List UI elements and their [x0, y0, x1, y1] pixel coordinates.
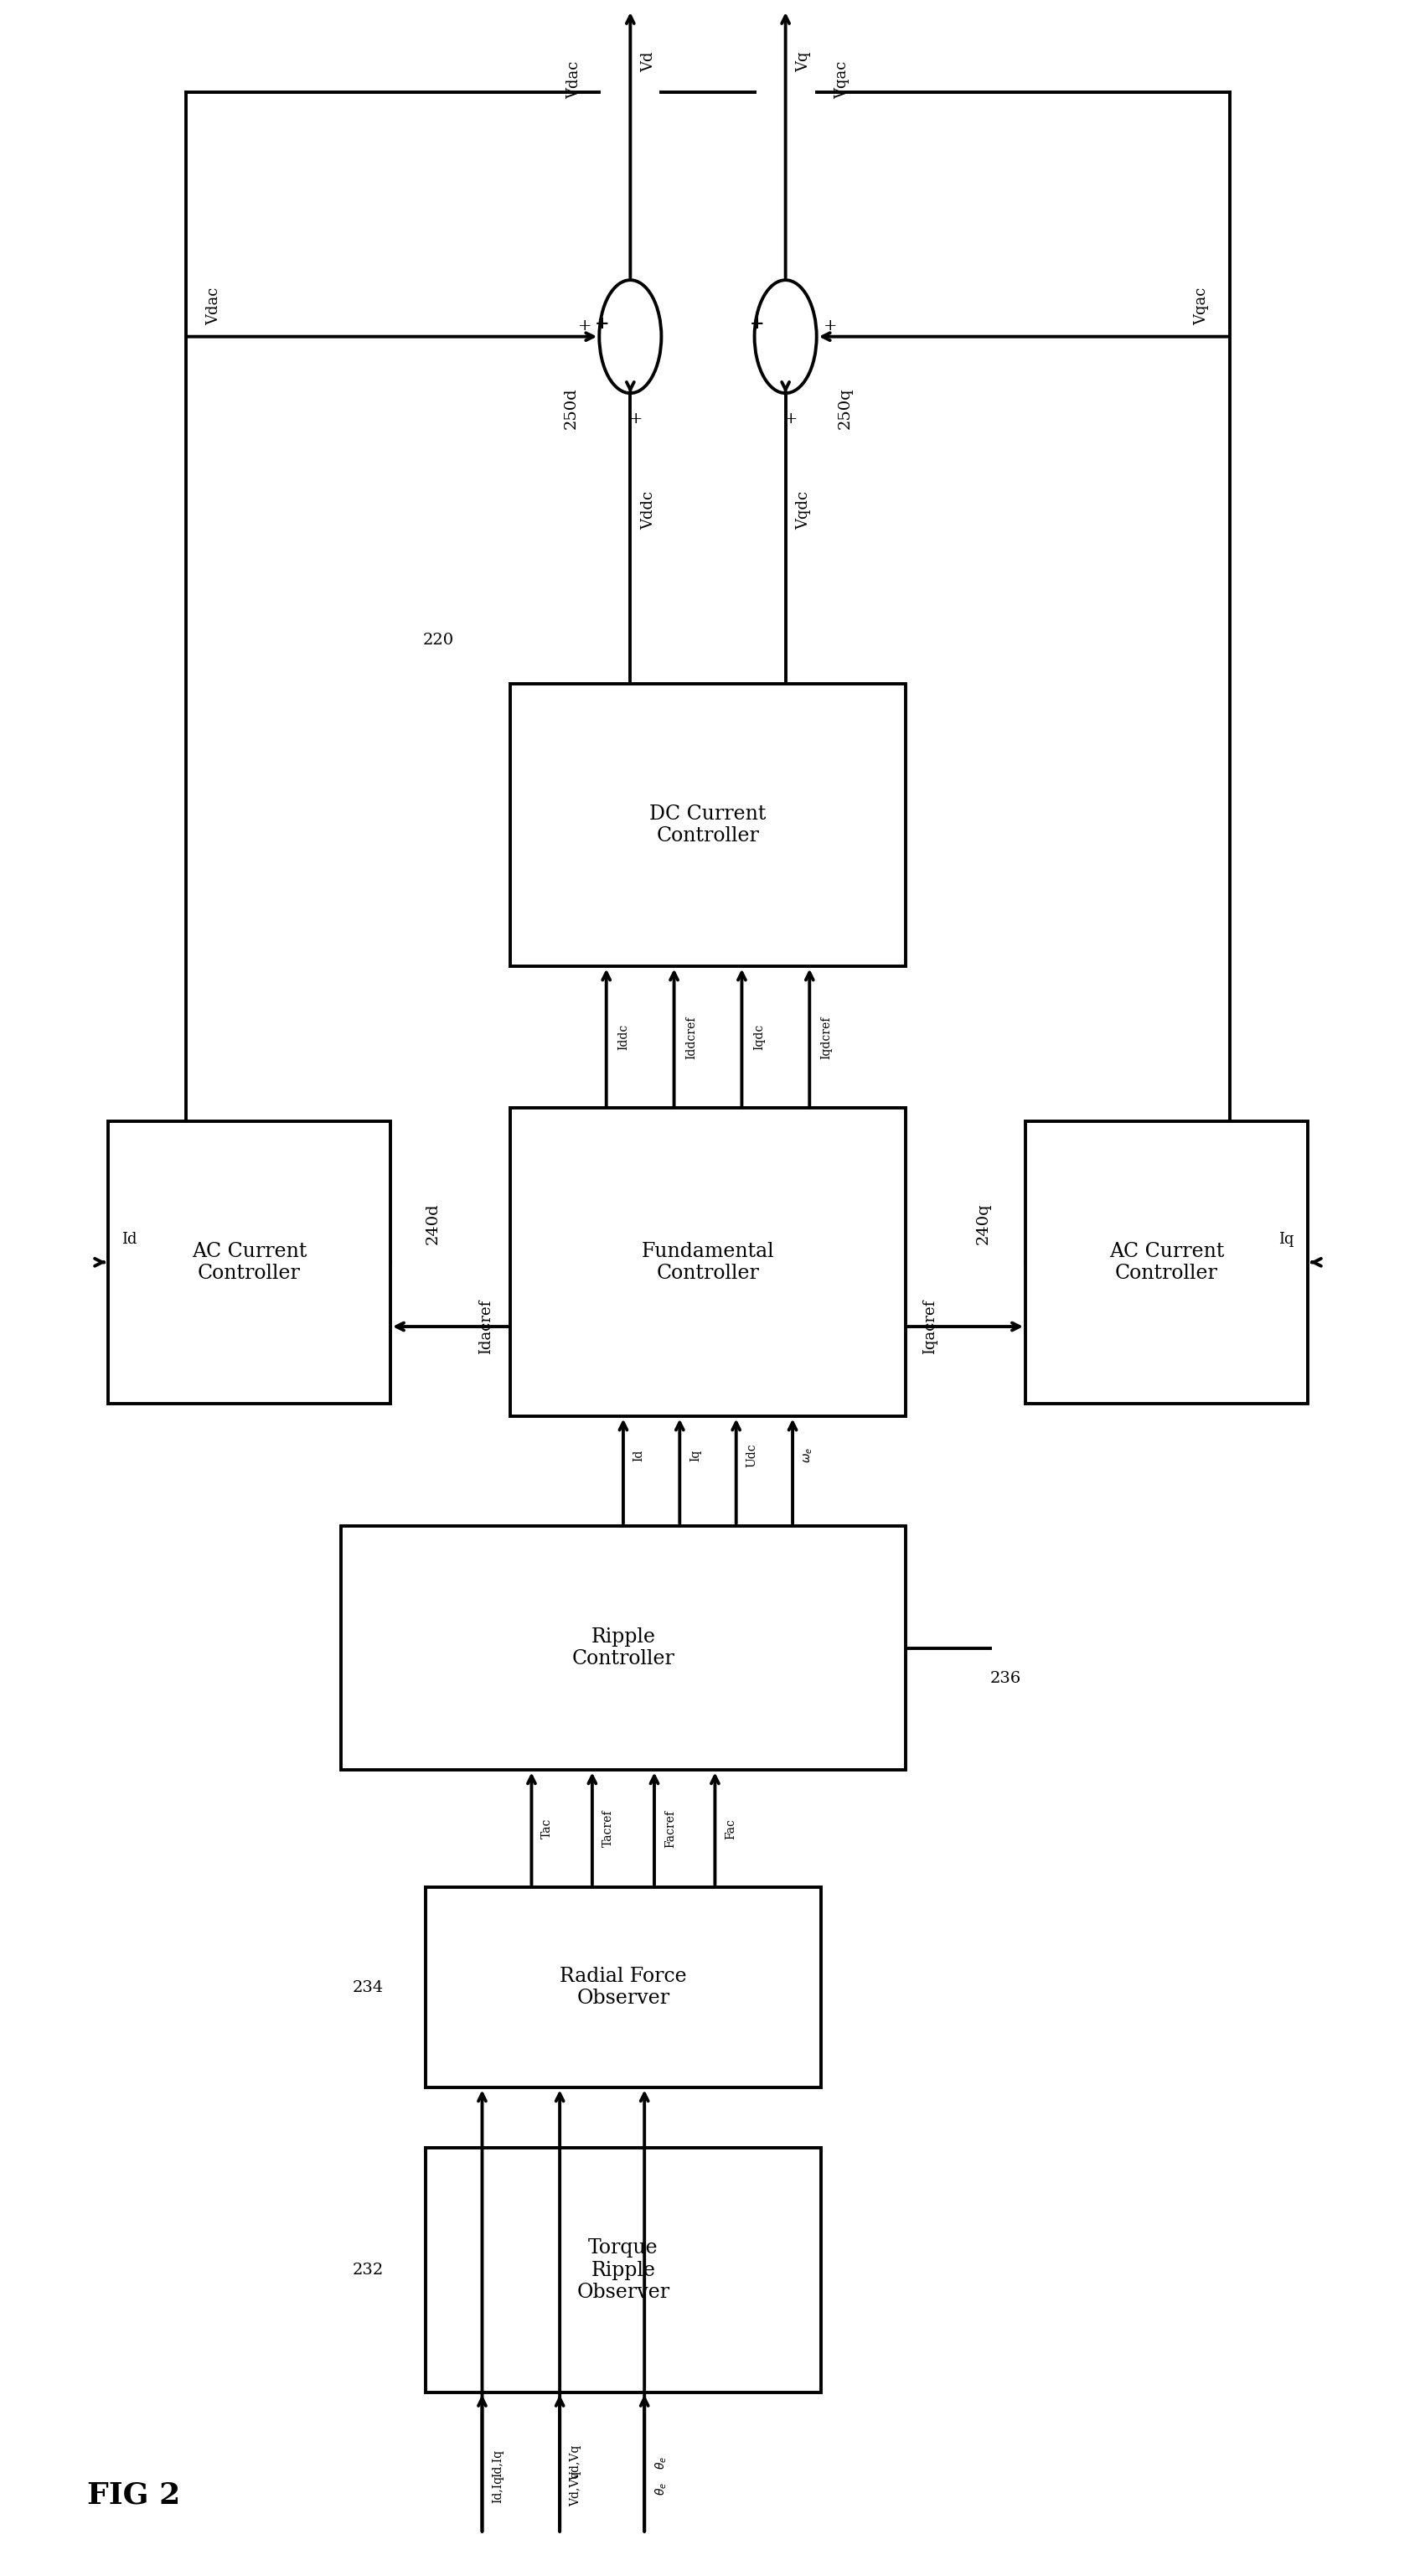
Text: +: +	[750, 314, 764, 332]
Text: Radial Force
Observer: Radial Force Observer	[559, 1965, 686, 2009]
Circle shape	[599, 281, 661, 394]
Text: Iqdcref: Iqdcref	[821, 1015, 832, 1059]
Text: Vqac: Vqac	[833, 59, 849, 98]
Text: Id,Iq: Id,Iq	[492, 2450, 504, 2478]
Text: 234: 234	[352, 1981, 383, 1994]
Text: Vdac: Vdac	[207, 286, 221, 325]
Text: Id,Iq: Id,Iq	[492, 2476, 504, 2504]
Text: Vq: Vq	[795, 52, 811, 72]
Text: Vd,Vq: Vd,Vq	[569, 2445, 582, 2481]
Text: 250d: 250d	[563, 389, 579, 430]
Text: Vqdc: Vqdc	[795, 492, 811, 531]
Text: +: +	[824, 319, 838, 335]
Text: Fundamental
Controller: Fundamental Controller	[641, 1242, 774, 1283]
Text: 250q: 250q	[836, 389, 852, 430]
Text: Iqacref: Iqacref	[923, 1298, 937, 1355]
Text: Iqdc: Iqdc	[753, 1025, 764, 1051]
Text: +: +	[577, 319, 591, 335]
Text: AC Current
Controller: AC Current Controller	[191, 1242, 307, 1283]
Text: FIG 2: FIG 2	[86, 2481, 180, 2509]
Bar	[108, 1121, 391, 1404]
Text: AC Current
Controller: AC Current Controller	[1108, 1242, 1224, 1283]
Bar	[509, 683, 906, 966]
Text: +: +	[628, 412, 642, 428]
Circle shape	[754, 281, 816, 394]
Text: Vdac: Vdac	[566, 59, 582, 98]
Text: Iq: Iq	[689, 1450, 700, 1461]
Text: Vqac: Vqac	[1194, 286, 1208, 325]
Text: Facref: Facref	[664, 1811, 675, 1847]
Text: Ripple
Controller: Ripple Controller	[572, 1628, 675, 1669]
Text: 240d: 240d	[424, 1203, 440, 1244]
Text: 236: 236	[989, 1672, 1020, 1687]
Text: Vd: Vd	[641, 52, 655, 72]
Text: DC Current
Controller: DC Current Controller	[649, 804, 766, 845]
Text: Tacref: Tacref	[601, 1811, 614, 1847]
Text: Torque
Ripple
Observer: Torque Ripple Observer	[576, 2239, 669, 2303]
Text: 220: 220	[423, 634, 454, 647]
Text: Id: Id	[633, 1450, 644, 1461]
Text: Idacref: Idacref	[478, 1298, 492, 1355]
Bar	[426, 2148, 821, 2393]
Text: +: +	[594, 314, 608, 332]
Text: Id: Id	[122, 1231, 137, 1247]
Bar	[426, 1888, 821, 2087]
Text: Tac: Tac	[541, 1819, 553, 1839]
Text: +: +	[784, 412, 798, 428]
Text: $\theta_e$: $\theta_e$	[654, 2483, 668, 2496]
Text: $\theta_e$: $\theta_e$	[654, 2458, 668, 2470]
Text: 240q: 240q	[975, 1203, 990, 1244]
Text: 232: 232	[352, 2262, 383, 2277]
Text: Udc: Udc	[746, 1443, 757, 1468]
Bar	[1024, 1121, 1307, 1404]
Text: Iddc: Iddc	[617, 1025, 628, 1051]
Text: Iq: Iq	[1278, 1231, 1293, 1247]
Bar	[341, 1525, 906, 1770]
Text: Iddcref: Iddcref	[685, 1015, 696, 1059]
Bar	[509, 1108, 906, 1417]
Text: $\omega_e$: $\omega_e$	[802, 1448, 814, 1463]
Text: Fac: Fac	[724, 1819, 736, 1839]
Text: Vddc: Vddc	[641, 492, 655, 531]
Text: Vd,Vq: Vd,Vq	[569, 2470, 582, 2506]
